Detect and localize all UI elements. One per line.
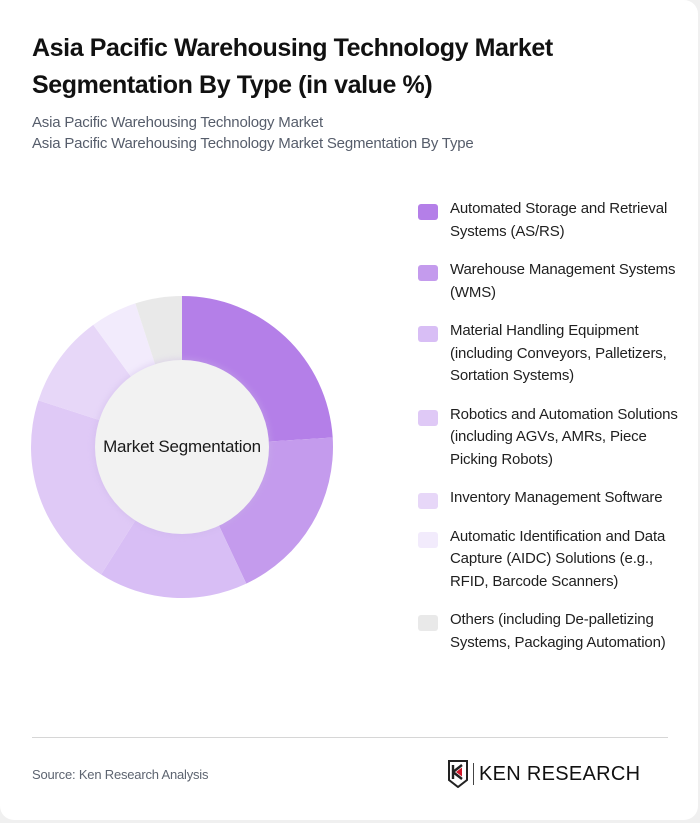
donut-slice[interactable] (38, 324, 132, 421)
center-hole (95, 360, 269, 534)
legend-item[interactable]: Automated Storage and Retrieval Systems … (418, 198, 680, 243)
subtitle-line-1: Asia Pacific Warehousing Technology Mark… (32, 114, 323, 131)
legend-swatch (418, 531, 438, 548)
subtitle: Asia Pacific Warehousing Technology Mark… (32, 112, 474, 154)
footer-divider (32, 737, 668, 738)
legend-label: Robotics and Automation Solutions (inclu… (450, 405, 678, 468)
legend-swatch (418, 493, 438, 509)
legend-label: Material Handling Equipment (including C… (450, 322, 667, 384)
logo-text: KEN RESEARCH (479, 762, 641, 785)
legend-swatch (418, 326, 438, 342)
ken-research-logo: KEN RESEARCH (447, 760, 640, 788)
source-note: Source: Ken Research Analysis (32, 767, 209, 782)
legend-label: Warehouse Management Systems (WMS) (450, 261, 676, 301)
legend-item[interactable]: Automatic Identification and Data Captur… (418, 526, 680, 594)
legend-item[interactable]: Robotics and Automation Solutions (inclu… (418, 404, 680, 472)
donut-chart-svg (31, 296, 333, 598)
legend-item[interactable]: Inventory Management Software (418, 487, 680, 510)
legend-item[interactable]: Others (including De-palletizing Systems… (418, 609, 680, 654)
donut-slice[interactable] (135, 296, 182, 366)
subtitle-line-2: Asia Pacific Warehousing Technology Mark… (32, 135, 474, 152)
donut-slice[interactable] (101, 519, 247, 598)
legend-label: Automatic Identification and Data Captur… (450, 527, 666, 590)
donut-slice[interactable] (182, 296, 333, 442)
logo-separator (473, 763, 474, 785)
legend-label: Others (including De-palletizing Systems… (450, 611, 666, 651)
legend-label: Automated Storage and Retrieval Systems … (450, 200, 668, 240)
page-title: Asia Pacific Warehousing Technology Mark… (32, 34, 553, 99)
donut-slice[interactable] (31, 400, 136, 575)
legend-swatch (418, 409, 438, 426)
donut-chart: Market Segmentation (30, 295, 334, 599)
ken-research-logo-icon (448, 760, 468, 788)
legend-label: Inventory Management Software (450, 489, 663, 506)
legend-swatch (418, 615, 438, 631)
legend-item[interactable]: Warehouse Management Systems (WMS) (418, 259, 680, 304)
legend-swatch (418, 265, 438, 281)
legend: Automated Storage and Retrieval Systems … (418, 198, 680, 670)
legend-swatch (418, 204, 438, 220)
legend-item[interactable]: Material Handling Equipment (including C… (418, 320, 680, 388)
donut-slices (31, 296, 333, 598)
donut-slice[interactable] (218, 437, 333, 584)
donut-slice[interactable] (93, 303, 156, 378)
